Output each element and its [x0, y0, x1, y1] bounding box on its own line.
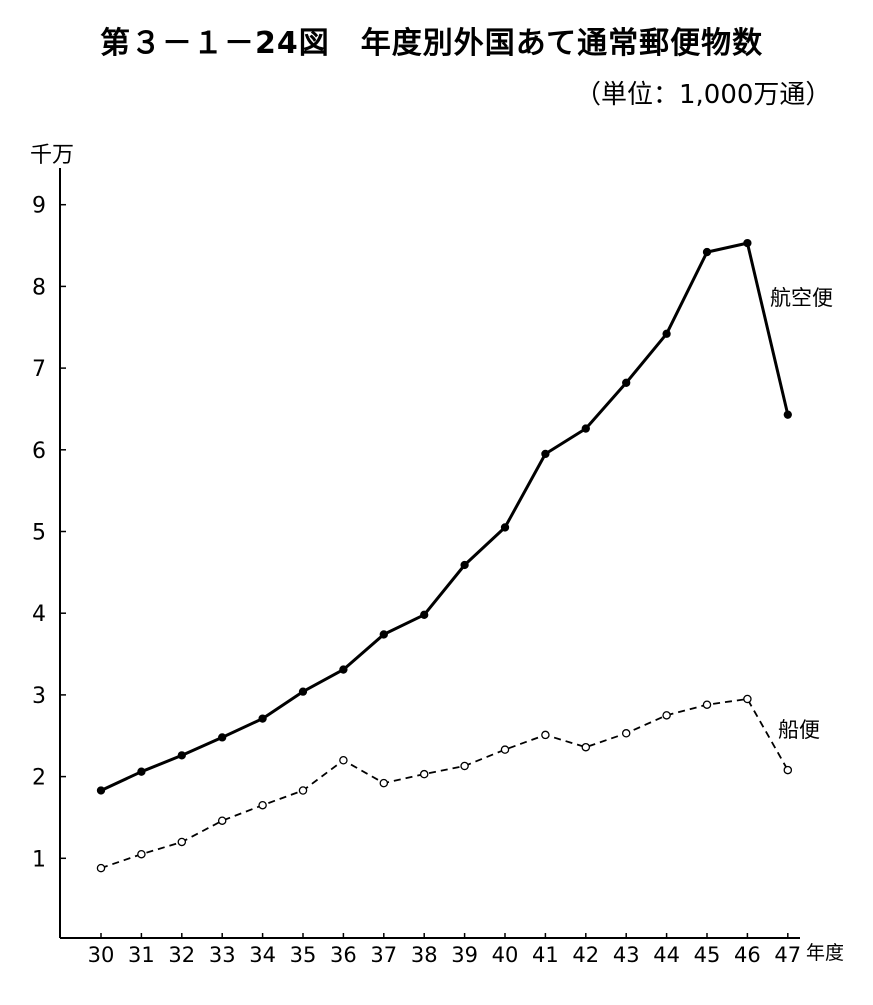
x-tick-label: 47 [774, 943, 801, 967]
data-point [662, 329, 671, 338]
y-tick-label: 5 [32, 521, 46, 546]
x-tick-label: 45 [694, 943, 721, 967]
chart-title: 第３－１－24図 年度別外国あて通常郵便物数 [100, 26, 764, 61]
y-tick-label: 7 [32, 357, 46, 382]
data-point [541, 730, 550, 740]
data-point [662, 711, 671, 720]
x-ticks: 30 31 32 33 34 35 36 37 38 39 40 41 42 43 44 45 46 47 [88, 933, 801, 967]
series-line-air-mail [100, 241, 790, 792]
x-tick-label: 40 [492, 943, 519, 967]
x-tick-label: 34 [249, 943, 276, 967]
data-point [500, 523, 510, 532]
data-point [420, 610, 429, 619]
data-point [460, 761, 469, 771]
x-tick-label: 41 [532, 943, 559, 967]
data-point [581, 742, 591, 752]
data-point [177, 751, 186, 760]
x-tick-label: 38 [411, 943, 438, 967]
x-tick-label: 35 [290, 943, 317, 967]
data-point [622, 378, 631, 387]
x-tick-label: 37 [370, 943, 397, 967]
data-point [541, 449, 550, 459]
data-point [702, 700, 712, 709]
data-point [96, 863, 106, 873]
y-tick-label: 8 [32, 275, 46, 300]
x-tick-label: 36 [330, 943, 357, 967]
y-tick-label: 4 [32, 602, 46, 627]
data-point [702, 247, 712, 257]
data-point [177, 837, 187, 847]
x-tick-label: 32 [168, 943, 195, 967]
y-axis-label: 千万 [30, 143, 74, 168]
data-point [96, 786, 106, 795]
y-tick-label: 1 [32, 847, 46, 872]
data-point [218, 733, 227, 742]
data-point [500, 745, 510, 754]
data-point [298, 786, 308, 795]
y-tick-label: 6 [32, 439, 46, 464]
series-label: 船便 [778, 718, 820, 742]
x-tick-label: 39 [451, 943, 478, 967]
data-point [581, 424, 590, 433]
y-tick-label: 9 [32, 194, 46, 219]
data-point [460, 560, 469, 570]
x-tick-label: 33 [209, 943, 236, 967]
data-point [783, 765, 793, 775]
x-tick-label: 31 [128, 943, 155, 967]
data-point [298, 687, 308, 696]
data-point [137, 767, 146, 776]
y-tick-label: 2 [32, 766, 46, 791]
y-ticks: 1 2 3 4 5 6 7 8 9 [32, 194, 66, 872]
data-point [217, 816, 227, 825]
data-point [258, 800, 267, 810]
data-point [743, 694, 752, 704]
chart-subtitle: （単位：1,000万通） [575, 80, 832, 110]
data-point [379, 778, 389, 788]
data-point [621, 729, 631, 738]
x-tick-label: 44 [653, 943, 680, 967]
series-line-surface-mail [100, 698, 789, 869]
y-tick-label: 3 [32, 684, 46, 709]
series-label: 航空便 [770, 286, 833, 310]
data-point [743, 238, 752, 248]
x-axis-label: 年度 [806, 942, 844, 964]
data-point [339, 756, 348, 765]
data-point [258, 714, 267, 723]
data-point [419, 769, 429, 779]
x-tick-label: 43 [613, 943, 640, 967]
data-point [137, 849, 146, 859]
data-point [379, 630, 388, 639]
x-tick-label: 42 [572, 943, 599, 967]
data-point [783, 410, 792, 419]
x-tick-label: 30 [88, 943, 115, 967]
data-point [339, 665, 348, 674]
x-tick-label: 46 [734, 943, 761, 967]
axes [59, 168, 800, 939]
